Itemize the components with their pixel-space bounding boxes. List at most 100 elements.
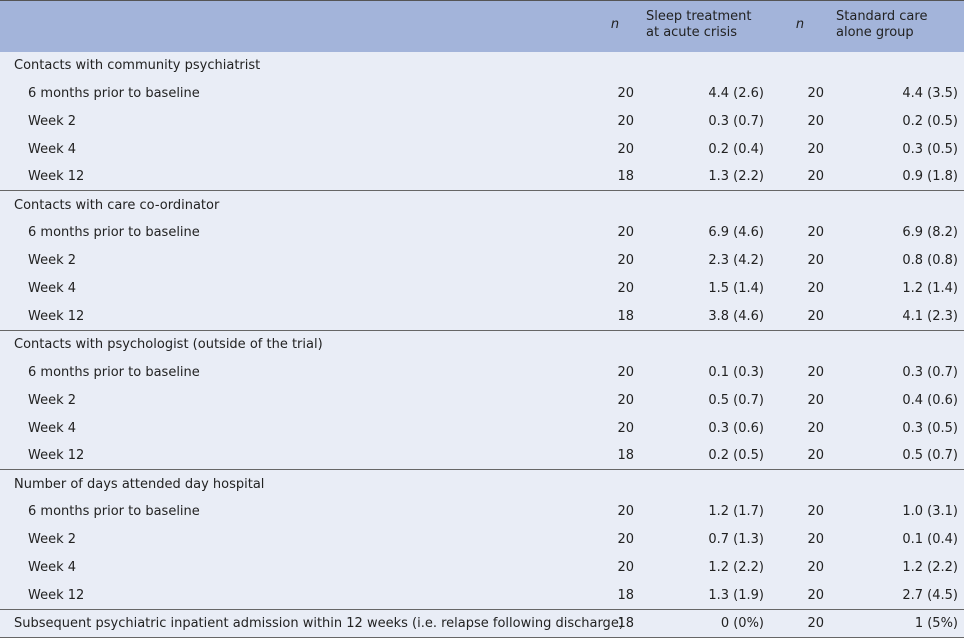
cell: 6 months prior to baseline [0, 79, 590, 107]
data-row: Week 2 20 0.3 (0.7) 20 0.2 (0.5) [0, 107, 964, 136]
cell-text: Number of days attended day hospital [14, 476, 265, 492]
cell: 20 [590, 135, 640, 163]
data-row: Week 12 18 3.8 (4.6) 20 4.1 (2.3) [0, 302, 964, 331]
cell: 20 [590, 107, 640, 135]
cell-text: 20 [807, 113, 824, 129]
cell-text: Week 4 [28, 141, 77, 157]
cell: Week 2 [0, 247, 590, 275]
header-row: n Sleep treatment at acute crisis n Standard… [0, 0, 964, 52]
data-row: 6 months prior to baseline 20 1.2 (1.7) 20 1… [0, 497, 964, 526]
cell: 20 [770, 219, 830, 247]
cell-text: 6 months prior to baseline [28, 85, 200, 101]
cell-text: 20 [807, 532, 824, 548]
cell-text: 20 [807, 253, 824, 269]
cell-text: 0.8 (0.8) [902, 253, 958, 269]
cell: 0.9 (1.8) [830, 163, 964, 191]
cell-text: n [795, 17, 805, 32]
data-row: Week 4 20 1.5 (1.4) 20 1.2 (1.4) [0, 274, 964, 303]
cell-text: 20 [807, 559, 824, 575]
data-row: 6 months prior to baseline 20 4.4 (2.6) 20 4… [0, 79, 964, 108]
cell: 20 [770, 303, 830, 331]
cell: Week 12 [0, 442, 590, 470]
cell-text: 18 [617, 308, 634, 324]
header-cell: Standard care alone group [830, 1, 964, 52]
cell: 20 [590, 247, 640, 275]
cell-text: 20 [617, 225, 634, 241]
cell-text: 4.1 (2.3) [902, 308, 958, 324]
cell: Week 2 [0, 386, 590, 414]
cell-text: 0.2 (0.5) [708, 448, 764, 464]
cell-text: 0.3 (0.5) [902, 420, 958, 436]
cell: 18 [590, 581, 640, 609]
data-row: Subsequent psychiatric inpatient admissi… [0, 609, 964, 638]
cell-text: 6 months prior to baseline [28, 364, 200, 380]
cell: 0.2 (0.5) [830, 107, 964, 135]
cell-text: 1.2 (1.7) [708, 504, 764, 520]
cell-text: 20 [617, 85, 634, 101]
data-row: Week 2 20 0.7 (1.3) 20 0.1 (0.4) [0, 525, 964, 554]
cell: 18 [590, 163, 640, 191]
cell: 18 [590, 442, 640, 470]
cell-text: 1.2 (2.2) [708, 559, 764, 575]
cell: 0.4 (0.6) [830, 386, 964, 414]
cell-text: 18 [617, 169, 634, 185]
cell: Week 4 [0, 554, 590, 582]
cell-text: 18 [617, 615, 634, 631]
cell: 6.9 (4.6) [640, 219, 770, 247]
cell-text: Week 4 [28, 281, 77, 297]
cell: 20 [770, 554, 830, 582]
cell: 6 months prior to baseline [0, 219, 590, 247]
cell: 0.5 (0.7) [830, 442, 964, 470]
cell: 0.8 (0.8) [830, 247, 964, 275]
header-cell: n [770, 1, 830, 52]
section-title: Contacts with community psychiatrist [0, 52, 964, 80]
cell-text: Week 2 [28, 253, 77, 269]
cell-text: 0.9 (1.8) [902, 169, 958, 185]
section-title: Number of days attended day hospital [0, 470, 964, 498]
data-row: 6 months prior to baseline 20 6.9 (4.6) 20 6… [0, 218, 964, 247]
header-cell [0, 1, 590, 52]
cell-text: 0.5 (0.7) [708, 392, 764, 408]
cell-text: 20 [807, 587, 824, 603]
cell-text: 20 [807, 225, 824, 241]
cell-text: Standard care [836, 9, 928, 24]
cell-text: 20 [617, 504, 634, 520]
cell-text: Week 2 [28, 113, 77, 129]
cell-text: 0.2 (0.5) [902, 113, 958, 129]
data-row: Week 4 20 1.2 (2.2) 20 1.2 (2.2) [0, 553, 964, 582]
cell-text: 1.3 (1.9) [708, 587, 764, 603]
data-row: Week 12 18 1.3 (2.2) 20 0.9 (1.8) [0, 163, 964, 191]
cell: Subsequent psychiatric inpatient admissi… [0, 609, 624, 637]
cell: 1.5 (1.4) [640, 275, 770, 303]
cell-text: Week 12 [28, 169, 85, 185]
cell: 0.1 (0.3) [640, 358, 770, 386]
cell: 20 [770, 107, 830, 135]
cell: 20 [770, 79, 830, 107]
cell: 20 [770, 442, 830, 470]
data-row: 6 months prior to baseline 20 0.1 (0.3) 20 0… [0, 358, 964, 387]
cell-text: 20 [807, 281, 824, 297]
cell: 20 [770, 581, 830, 609]
cell-text: 1.5 (1.4) [708, 281, 764, 297]
cell-text: 0 (0%) [720, 615, 764, 631]
cell: 0.2 (0.5) [640, 442, 770, 470]
cell-text: 18 [617, 587, 634, 603]
cell-text: Sleep treatment [646, 9, 752, 24]
cell-text: Week 4 [28, 559, 77, 575]
cell-text: 20 [617, 559, 634, 575]
cell-text: 20 [807, 420, 824, 436]
cell: Week 4 [0, 414, 590, 442]
cell-text: 6 months prior to baseline [28, 225, 200, 241]
cell: 1.2 (1.4) [830, 275, 964, 303]
cell: 20 [590, 275, 640, 303]
cell: Week 4 [0, 275, 590, 303]
cell: 0.7 (1.3) [640, 526, 770, 554]
cell-text: 20 [617, 532, 634, 548]
cell-text: 20 [807, 364, 824, 380]
cell: 1.3 (2.2) [640, 163, 770, 191]
cell-text: 0.3 (0.7) [902, 364, 958, 380]
cell-text: 1.2 (1.4) [902, 281, 958, 297]
cell: 20 [770, 275, 830, 303]
cell-text: 20 [617, 113, 634, 129]
data-row: Week 2 20 2.3 (4.2) 20 0.8 (0.8) [0, 246, 964, 275]
